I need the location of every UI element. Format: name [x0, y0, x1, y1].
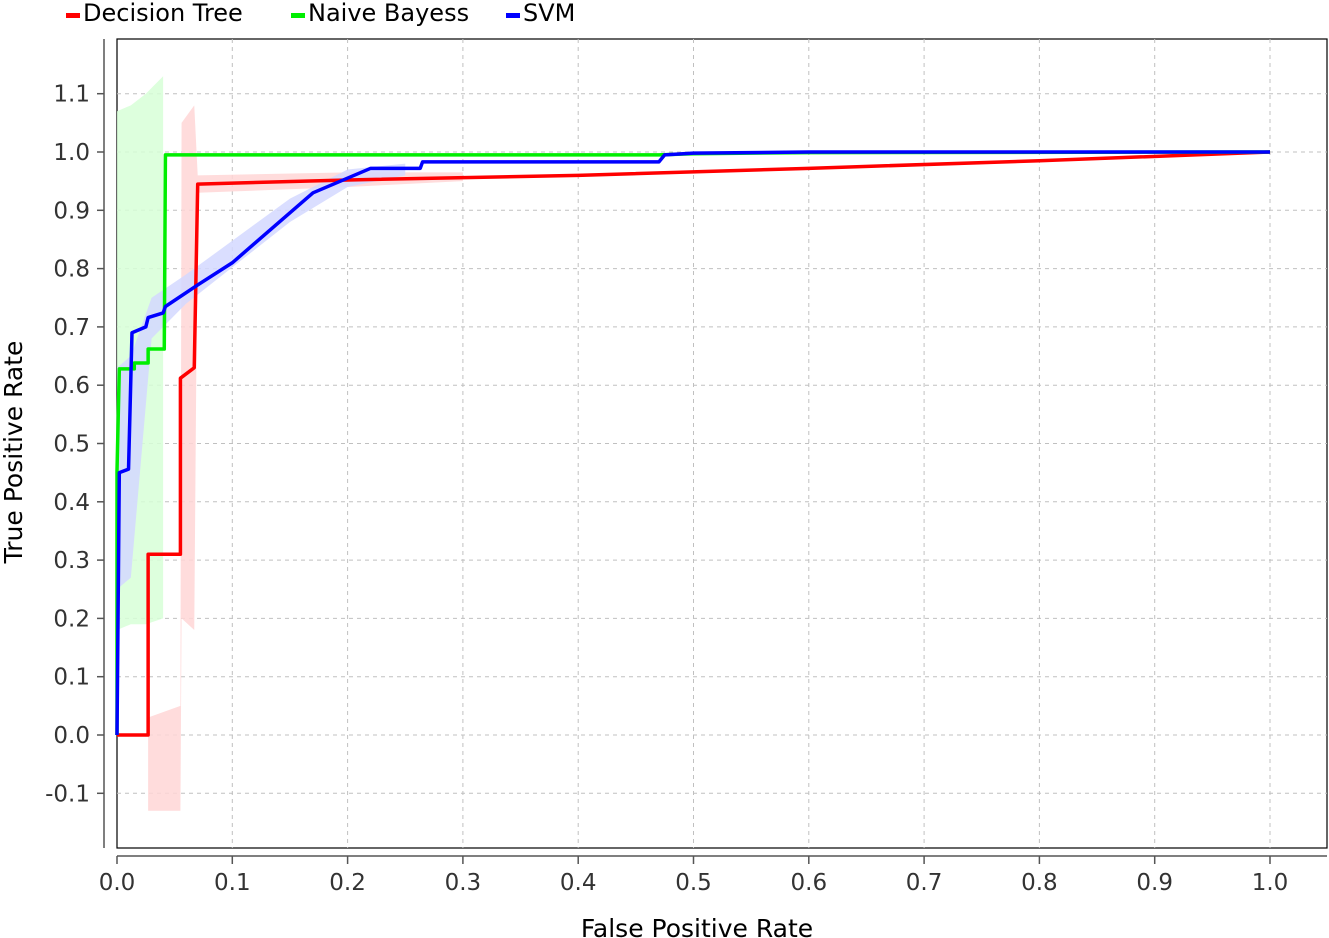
y-tick-label-11: 1.0	[53, 140, 90, 166]
legend-swatch-naive-bayess	[291, 12, 305, 18]
x-tick-label-4: 0.4	[560, 870, 597, 896]
y-tick-label-3: 0.2	[53, 606, 90, 632]
series-line-0	[117, 150, 1271, 737]
y-tick-label-5: 0.4	[53, 490, 90, 516]
legend-swatch-decision-tree	[66, 12, 80, 18]
x-tick-label-10: 1.0	[1252, 870, 1289, 896]
legend-label-naive-bayess: Naive Bayess	[308, 0, 470, 27]
plot-frame	[116, 38, 1328, 849]
y-tick-label-12: 1.1	[53, 82, 90, 108]
y-axis-label: True Positive Rate	[0, 341, 28, 565]
series-line-2	[115, 150, 1270, 736]
x-tick-label-0: 0.0	[99, 870, 136, 896]
legend-label-svm: SVM	[523, 0, 576, 27]
y-tick-label-0: -0.1	[45, 781, 90, 807]
x-tick-label-1: 0.1	[214, 870, 251, 896]
y-tick-label-7: 0.6	[53, 373, 90, 399]
x-tick-label-6: 0.6	[791, 870, 828, 896]
y-tick-label-2: 0.1	[53, 665, 90, 691]
x-tick-label-5: 0.5	[675, 870, 712, 896]
confidence-band-0	[148, 105, 463, 811]
x-tick-label-8: 0.8	[1021, 870, 1058, 896]
y-tick-label-4: 0.3	[53, 548, 90, 574]
y-tick-label-9: 0.8	[53, 257, 90, 283]
y-tick-label-8: 0.7	[53, 315, 90, 341]
x-tick-label-7: 0.7	[906, 870, 943, 896]
y-tick-label-6: 0.5	[53, 432, 90, 458]
y-tick-label-1: 0.0	[53, 723, 90, 749]
x-tick-label-3: 0.3	[445, 870, 482, 896]
x-tick-label-9: 0.9	[1136, 870, 1173, 896]
legend-swatch-svm	[506, 12, 520, 18]
x-axis-label: False Positive Rate	[581, 914, 813, 938]
legend-item-naive-bayess: Naive Bayess	[291, 0, 470, 27]
legend-label-decision-tree: Decision Tree	[83, 0, 243, 27]
legend-item-decision-tree: Decision Tree	[66, 0, 243, 27]
legend-item-svm: SVM	[506, 0, 576, 27]
x-tick-label-2: 0.2	[329, 870, 366, 896]
y-tick-label-10: 0.9	[53, 198, 90, 224]
